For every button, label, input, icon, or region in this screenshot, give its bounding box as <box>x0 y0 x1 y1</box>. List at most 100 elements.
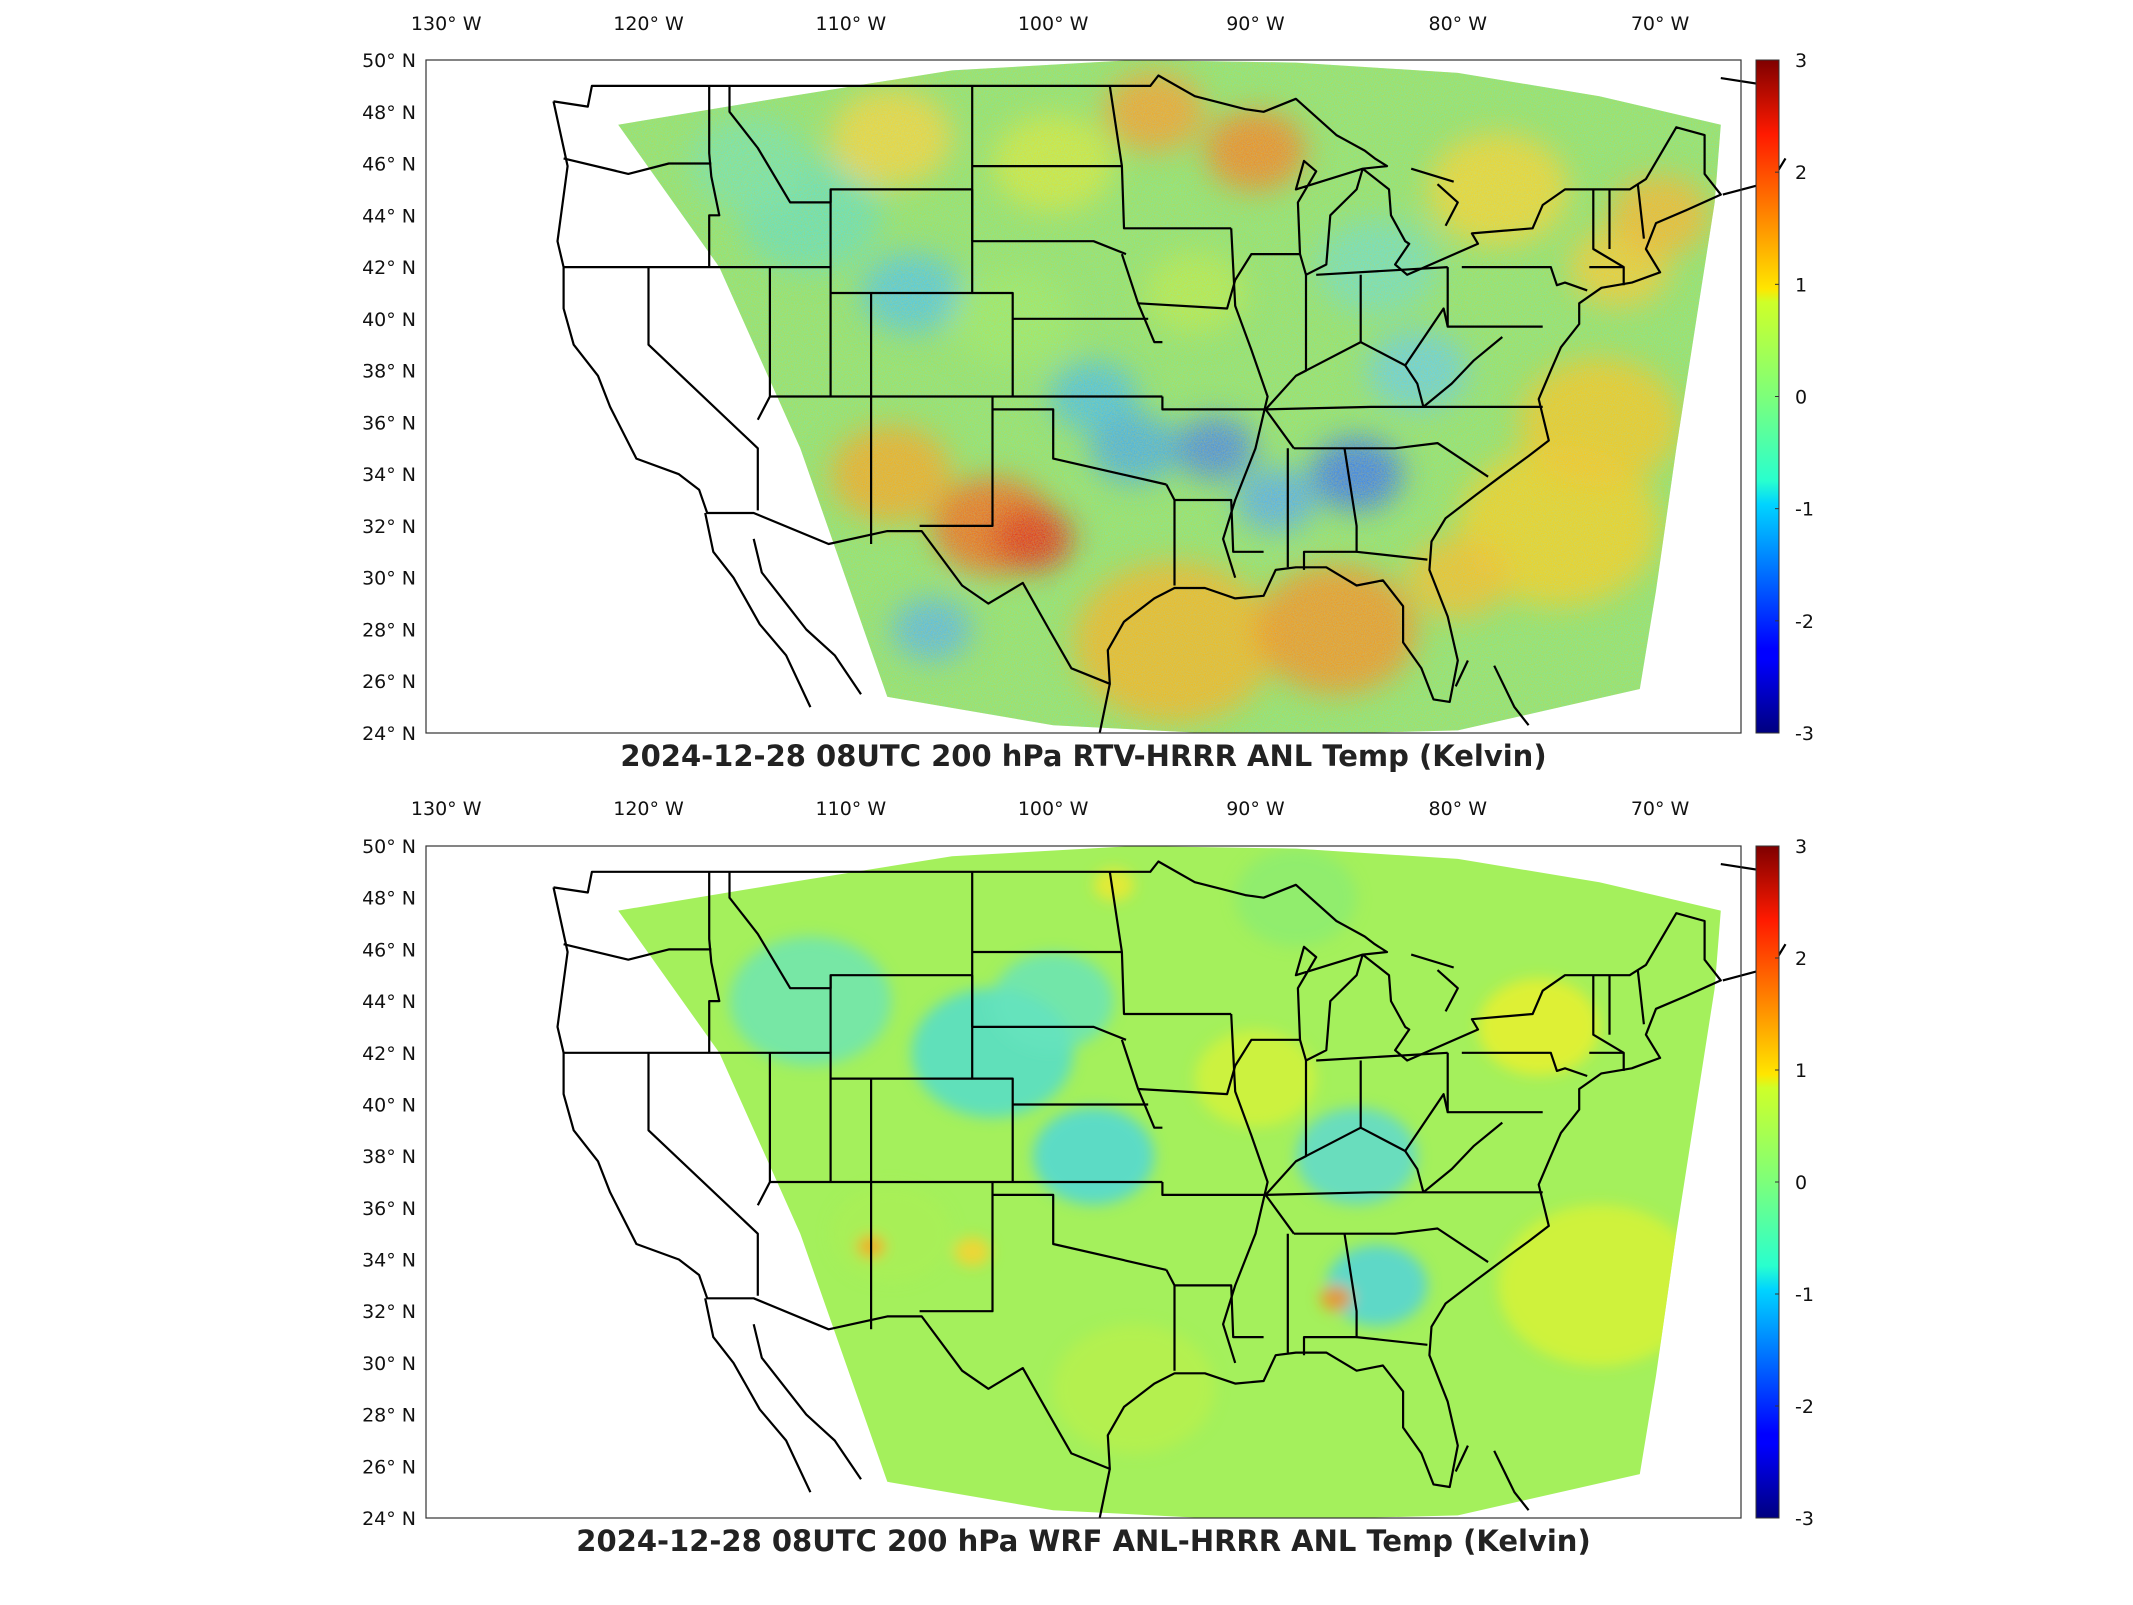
lon-tick-label: 80° W <box>1429 798 1488 820</box>
colorbar-tick-label: -2 <box>1795 611 1814 633</box>
colorbar-tick-label: 2 <box>1795 948 1807 970</box>
colorbar-tick-label: 0 <box>1795 1172 1807 1194</box>
state-border <box>1265 405 1543 411</box>
lat-tick-label: 24° N <box>362 1508 416 1530</box>
state-border <box>1120 1039 1163 1129</box>
lon-tick-label: 70° W <box>1631 13 1690 35</box>
state-border <box>1404 307 1449 367</box>
colorbar: 3 2 1 0 -1 -2 -3 <box>1755 50 1814 745</box>
state-border <box>563 266 973 295</box>
state-border <box>972 240 1127 256</box>
coastline <box>1493 1450 1530 1511</box>
state-border <box>708 871 721 1053</box>
lon-tick-label: 110° W <box>816 798 887 820</box>
state-border <box>1138 253 1300 310</box>
state-border <box>1356 1336 1428 1346</box>
lat-tick-label: 34° N <box>362 464 416 486</box>
state-border <box>919 1194 994 1313</box>
coastline <box>552 860 1722 1489</box>
coastline <box>1410 953 1455 969</box>
lon-tick-label: 130° W <box>411 798 482 820</box>
lat-tick-label: 40° N <box>362 309 416 331</box>
state-border <box>1165 483 1264 553</box>
state-border <box>972 1025 1127 1041</box>
state-border <box>1404 1150 1425 1193</box>
lat-tick-label: 40° N <box>362 1094 416 1116</box>
state-border <box>991 1182 1167 1271</box>
state-border <box>1404 364 1425 408</box>
state-border <box>1592 189 1625 286</box>
colorbar-tick-label: 1 <box>1795 274 1807 296</box>
colorbar-tick-label: -1 <box>1795 499 1814 521</box>
coastline <box>1436 969 1459 1012</box>
colorbar-tick-label: 3 <box>1795 836 1807 858</box>
state-border <box>563 943 712 961</box>
state-border <box>1161 396 1295 449</box>
map-panel-rtv: 130° W 120° W 110° W 100° W 90° W 80° W 70° W 5… <box>362 13 1814 773</box>
coastline <box>1454 660 1469 687</box>
colorbar-tick-label: 0 <box>1795 387 1807 409</box>
state-border <box>1356 550 1428 561</box>
plot-frame <box>425 845 1742 1519</box>
coastline <box>752 538 862 695</box>
state-border <box>991 396 1167 486</box>
lat-tick-label: 26° N <box>362 1456 416 1478</box>
lat-tick-label: 42° N <box>362 257 416 279</box>
lon-tick-label: 100° W <box>1018 13 1089 35</box>
lon-tick-label: 70° W <box>1631 798 1690 820</box>
state-border <box>1108 871 1232 1016</box>
state-border <box>647 267 759 511</box>
state-border <box>1222 1013 1269 1364</box>
colorbar-tick-label: -3 <box>1795 1508 1814 1530</box>
boundaries <box>552 860 1787 1519</box>
state-border <box>728 85 973 204</box>
coastline <box>552 74 1722 703</box>
colorbar-tick-label: 1 <box>1795 1060 1807 1082</box>
lon-tick-label: 130° W <box>411 13 482 35</box>
lat-tick-label: 46° N <box>362 154 416 176</box>
state-border <box>1316 1051 1448 1062</box>
state-border <box>708 85 721 268</box>
lon-tick-label: 120° W <box>613 13 684 35</box>
lat-tick-label: 32° N <box>362 1301 416 1323</box>
coastline <box>1410 167 1455 183</box>
state-border <box>1461 1051 1588 1078</box>
lat-tick-label: 50° N <box>362 50 416 72</box>
lat-tick-label: 26° N <box>362 671 416 693</box>
boundaries <box>552 74 1787 734</box>
map-panel-wrf: 130° W 120° W 110° W 100° W 90° W 80° W 70° W 5… <box>362 798 1814 1558</box>
lat-tick-label: 44° N <box>362 991 416 1013</box>
lat-tick-label: 50° N <box>362 836 416 858</box>
coastline <box>1098 1468 1111 1519</box>
coastline <box>1098 683 1111 734</box>
state-border <box>1108 85 1232 230</box>
state-border <box>1422 336 1503 408</box>
lat-tick-label: 28° N <box>362 1405 416 1427</box>
state-border <box>1636 184 1645 239</box>
state-border <box>1265 1191 1543 1196</box>
colorbar-tick-label: -1 <box>1795 1284 1814 1306</box>
colorbar-tick-label: -2 <box>1795 1396 1814 1418</box>
coastline <box>752 1323 862 1480</box>
lon-tick-label: 110° W <box>816 13 887 35</box>
lat-tick-label: 28° N <box>362 619 416 641</box>
colorbar-tick-label: 2 <box>1795 162 1807 184</box>
lon-tick-label: 80° W <box>1429 13 1488 35</box>
state-border <box>563 157 712 175</box>
lon-tick-label: 100° W <box>1018 798 1089 820</box>
state-border <box>1222 228 1269 579</box>
state-border <box>728 871 973 990</box>
coastline <box>704 1298 812 1493</box>
state-border <box>1422 1121 1503 1194</box>
state-border <box>919 409 994 527</box>
panel-title: 2024-12-28 08UTC 200 hPa RTV-HRRR ANL Te… <box>620 739 1546 773</box>
lat-tick-label: 38° N <box>362 361 416 383</box>
lat-tick-label: 42° N <box>362 1043 416 1065</box>
lat-tick-label: 24° N <box>362 723 416 745</box>
state-border <box>1461 266 1588 292</box>
panel-title: 2024-12-28 08UTC 200 hPa WRF ANL-HRRR AN… <box>576 1524 1590 1558</box>
state-border <box>1264 1126 1406 1196</box>
plot-frame <box>425 59 1742 734</box>
